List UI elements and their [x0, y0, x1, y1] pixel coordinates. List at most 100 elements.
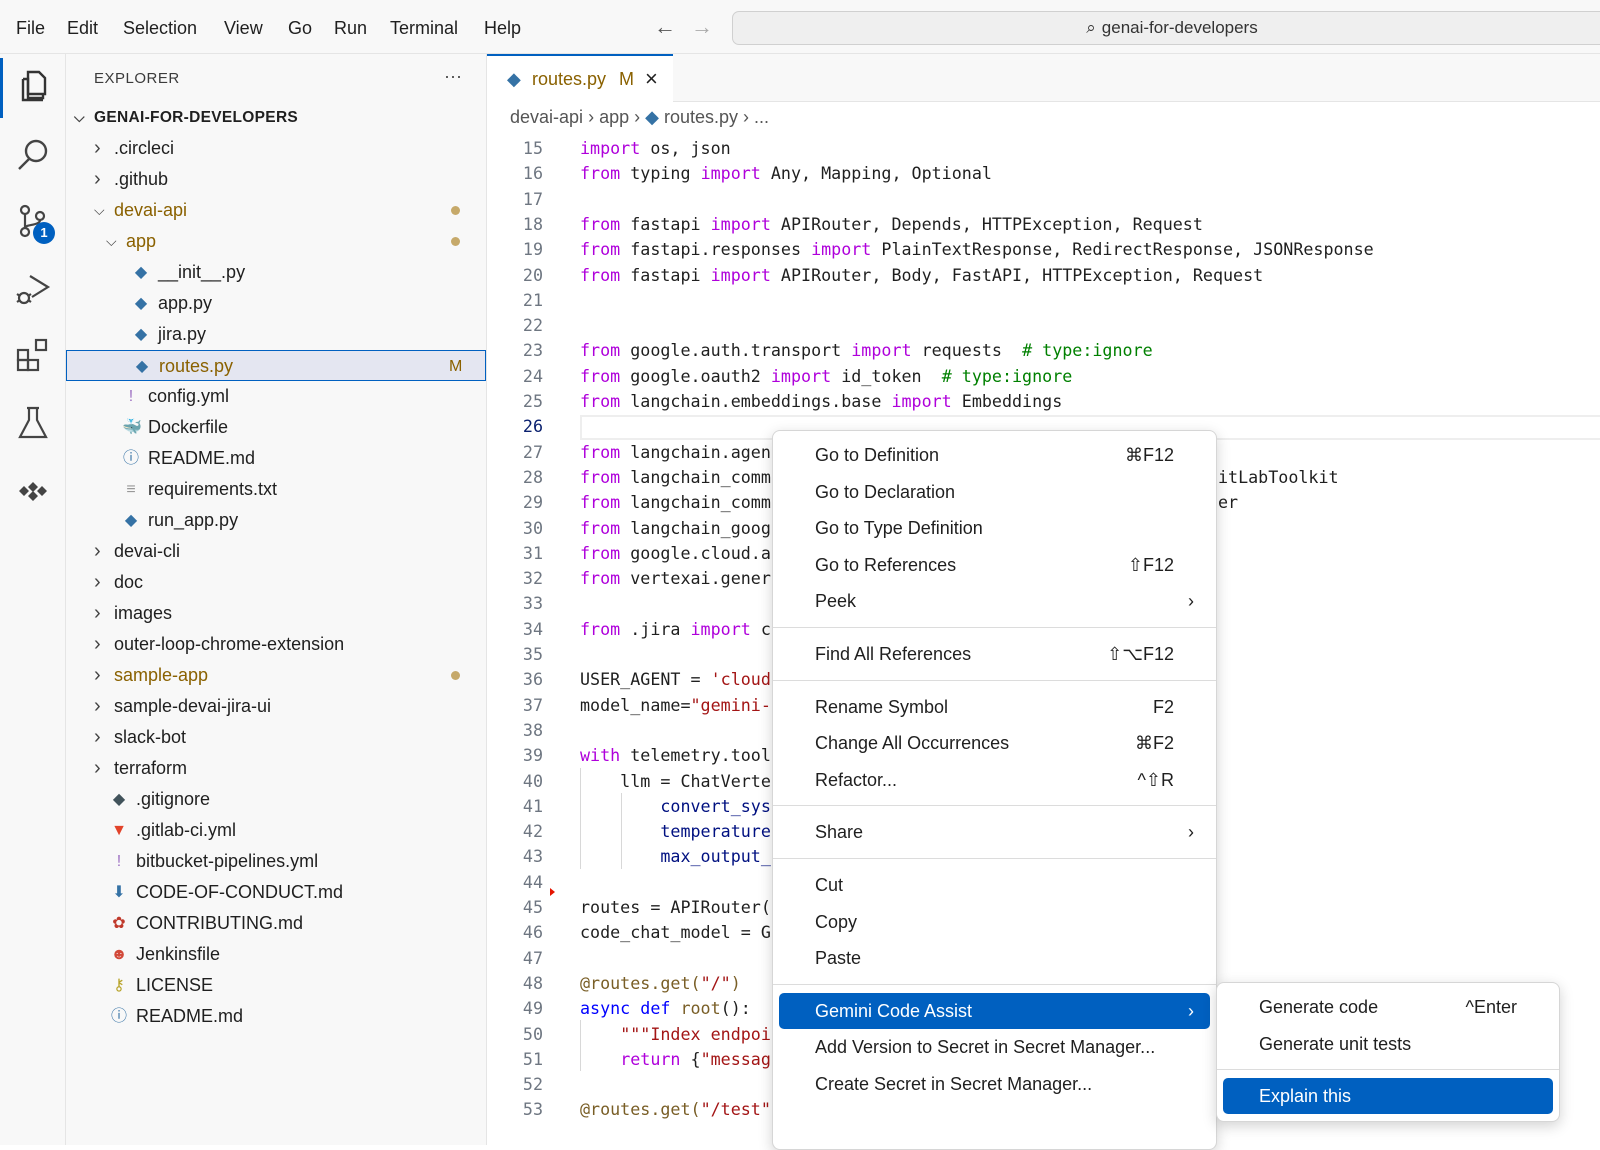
tree-item--gitignore[interactable]: ◆ .gitignore — [66, 784, 486, 815]
menu-item-label: Gemini Code Assist — [815, 1000, 973, 1021]
tree-item-images[interactable]: › images — [66, 598, 486, 629]
tree-item--init-py[interactable]: ◆ __init__.py — [66, 257, 486, 288]
active-indicator — [0, 58, 3, 118]
chevron-right-icon: › — [634, 107, 646, 127]
menu-item-peek[interactable]: Peek › — [779, 583, 1210, 619]
command-center-search[interactable]: ⌕ genai-for-developers — [732, 11, 1600, 45]
code-line: 34 from .jira import c — [487, 617, 1600, 642]
gitlab-icon: ▼ — [111, 822, 127, 839]
tree-item-routes-py[interactable]: ◆ routes.py M — [66, 350, 486, 381]
menu-selection[interactable]: Selection — [123, 18, 198, 38]
tree-item-readme-md[interactable]: ⓘ README.md — [66, 443, 486, 474]
menu-item-refactor[interactable]: Refactor... ^⇧R — [779, 762, 1210, 798]
menu-edit[interactable]: Edit — [67, 18, 99, 38]
code-line: 46 code_chat_model = G — [487, 920, 1600, 945]
tree-item-devai-api[interactable]: ⌵ devai-api — [66, 195, 486, 226]
code-line: 44 — [487, 870, 1600, 895]
code-token: os, json — [640, 138, 731, 158]
code-line: 17 — [487, 187, 1600, 212]
tree-item-jira-py[interactable]: ◆ jira.py — [66, 319, 486, 350]
tree-item-slack-bot[interactable]: › slack-bot — [66, 722, 486, 753]
menu-item-add-version-to-secret-in-secret-manager[interactable]: Add Version to Secret in Secret Manager.… — [779, 1029, 1210, 1065]
menu-file[interactable]: File — [16, 18, 46, 38]
menu-item-go-to-definition[interactable]: Go to Definition ⌘F12 — [779, 437, 1210, 473]
tree-item-outer-loop-chrome-extension[interactable]: › outer-loop-chrome-extension — [66, 629, 486, 660]
line-number: 16 — [522, 163, 543, 184]
tree-item-bitbucket-pipelines-yml[interactable]: ! bitbucket-pipelines.yml — [66, 846, 486, 877]
code-editor[interactable]: 15 import os, json 16 from typing import An… — [487, 136, 1600, 1145]
breadcrumb-item[interactable]: app — [599, 107, 630, 127]
license-icon: ⚷ — [113, 977, 125, 994]
menu-item-change-all-occurrences[interactable]: Change All Occurrences ⌘F2 — [779, 725, 1210, 761]
search-icon[interactable] — [14, 136, 52, 174]
run-debug-icon[interactable] — [14, 270, 52, 308]
tree-item-readme-md[interactable]: ⓘ README.md — [66, 1001, 486, 1032]
tree-item-dockerfile[interactable]: 🐳 Dockerfile — [66, 412, 486, 443]
menu-terminal[interactable]: Terminal — [390, 18, 459, 38]
line-text: from langchain_comm — [580, 490, 771, 515]
menu-item-go-to-type-definition[interactable]: Go to Type Definition — [779, 510, 1210, 546]
menu-item-create-secret-in-secret-manager[interactable]: Create Secret in Secret Manager... — [779, 1066, 1210, 1102]
tree-item-jenkinsfile[interactable]: ☻ Jenkinsfile — [66, 939, 486, 970]
tree-item-app-py[interactable]: ◆ app.py — [66, 288, 486, 319]
arrow-left-icon[interactable]: ← — [654, 14, 676, 39]
more-actions-button[interactable]: ··· — [444, 66, 462, 86]
code-token — [580, 1024, 620, 1044]
tree-item-sample-app[interactable]: › sample-app — [66, 660, 486, 691]
menu-item-find-all-references[interactable]: Find All References ⇧⌥F12 — [779, 636, 1210, 672]
testing-icon[interactable] — [14, 404, 52, 442]
tree-item-contributing-md[interactable]: ✿ CONTRIBUTING.md — [66, 908, 486, 939]
tree-item-app[interactable]: ⌵ app — [66, 226, 486, 257]
gemini-icon[interactable] — [14, 472, 52, 510]
line-number: 17 — [522, 188, 543, 209]
breadcrumb-item[interactable]: ... — [754, 107, 770, 127]
tree-item-requirements-txt[interactable]: ≡ requirements.txt — [66, 474, 486, 505]
menu-item-rename-symbol[interactable]: Rename Symbol F2 — [779, 689, 1210, 725]
menu-view[interactable]: View — [224, 18, 263, 38]
tree-item-license[interactable]: ⚷ LICENSE — [66, 970, 486, 1001]
arrow-right-icon[interactable]: → — [691, 14, 713, 39]
breadcrumb-item[interactable]: routes.py — [663, 107, 739, 127]
menu-item-paste[interactable]: Paste — [779, 940, 1210, 976]
info-icon: ⓘ — [122, 450, 139, 467]
explorer-root[interactable]: ⌵ GENAI-FOR-DEVELOPERS — [66, 102, 486, 133]
tree-item-config-yml[interactable]: ! config.yml — [66, 381, 486, 412]
tree-item--gitlab-ci-yml[interactable]: ▼ .gitlab-ci.yml — [66, 815, 486, 846]
tree-item-code-of-conduct-md[interactable]: ⬇ CODE-OF-CONDUCT.md — [66, 877, 486, 908]
tree-item-sample-devai-jira-ui[interactable]: › sample-devai-jira-ui — [66, 691, 486, 722]
menu-item-generate-code[interactable]: Generate code ^Enter — [1223, 989, 1553, 1025]
menu-run[interactable]: Run — [334, 18, 368, 38]
code-token: root — [680, 998, 721, 1019]
menu-item-generate-unit-tests[interactable]: Generate unit tests — [1223, 1026, 1553, 1062]
menu-item-copy[interactable]: Copy — [779, 904, 1210, 940]
menu-go[interactable]: Go — [288, 18, 313, 38]
code-token: ) — [730, 972, 741, 993]
code-token: model_name= — [580, 694, 691, 715]
code-line: 48 @routes.get("/") — [487, 971, 1600, 996]
tree-item-terraform[interactable]: › terraform — [66, 753, 486, 784]
extensions-icon[interactable] — [14, 336, 52, 374]
breadcrumb-item[interactable]: devai-api — [510, 107, 584, 127]
code-line: 18 from fastapi import APIRouter, Depends… — [487, 212, 1600, 237]
explorer-icon[interactable] — [14, 68, 52, 106]
source-control-icon[interactable] — [14, 202, 52, 240]
line-number: 29 — [522, 492, 543, 513]
menu-item-go-to-references[interactable]: Go to References ⇧F12 — [779, 547, 1210, 583]
python-icon: ◆ — [124, 512, 138, 529]
menu-item-go-to-declaration[interactable]: Go to Declaration — [779, 474, 1210, 510]
menu-help[interactable]: Help — [484, 18, 522, 38]
menu-item-cut[interactable]: Cut — [779, 867, 1210, 903]
menu-item-explain-this[interactable]: Explain this — [1223, 1078, 1553, 1115]
tree-item--github[interactable]: › .github — [66, 164, 486, 195]
tree-item--circleci[interactable]: › .circleci — [66, 133, 486, 164]
tree-item-doc[interactable]: › doc — [66, 567, 486, 598]
chevron-right-icon: › — [94, 137, 101, 159]
menu-item-gemini-code-assist[interactable]: Gemini Code Assist › — [779, 992, 1210, 1029]
code-line: 19 from fastapi.responses import PlainTex… — [487, 237, 1600, 262]
tree-item-devai-cli[interactable]: › devai-cli — [66, 536, 486, 567]
tree-item-run-app-py[interactable]: ◆ run_app.py — [66, 505, 486, 536]
tab-routes-py[interactable]: ◆ routes.py M × — [487, 54, 673, 102]
tree-item-label: CONTRIBUTING.md — [136, 913, 304, 933]
close-icon[interactable]: × — [645, 66, 658, 91]
menu-item-share[interactable]: Share › — [779, 814, 1210, 850]
